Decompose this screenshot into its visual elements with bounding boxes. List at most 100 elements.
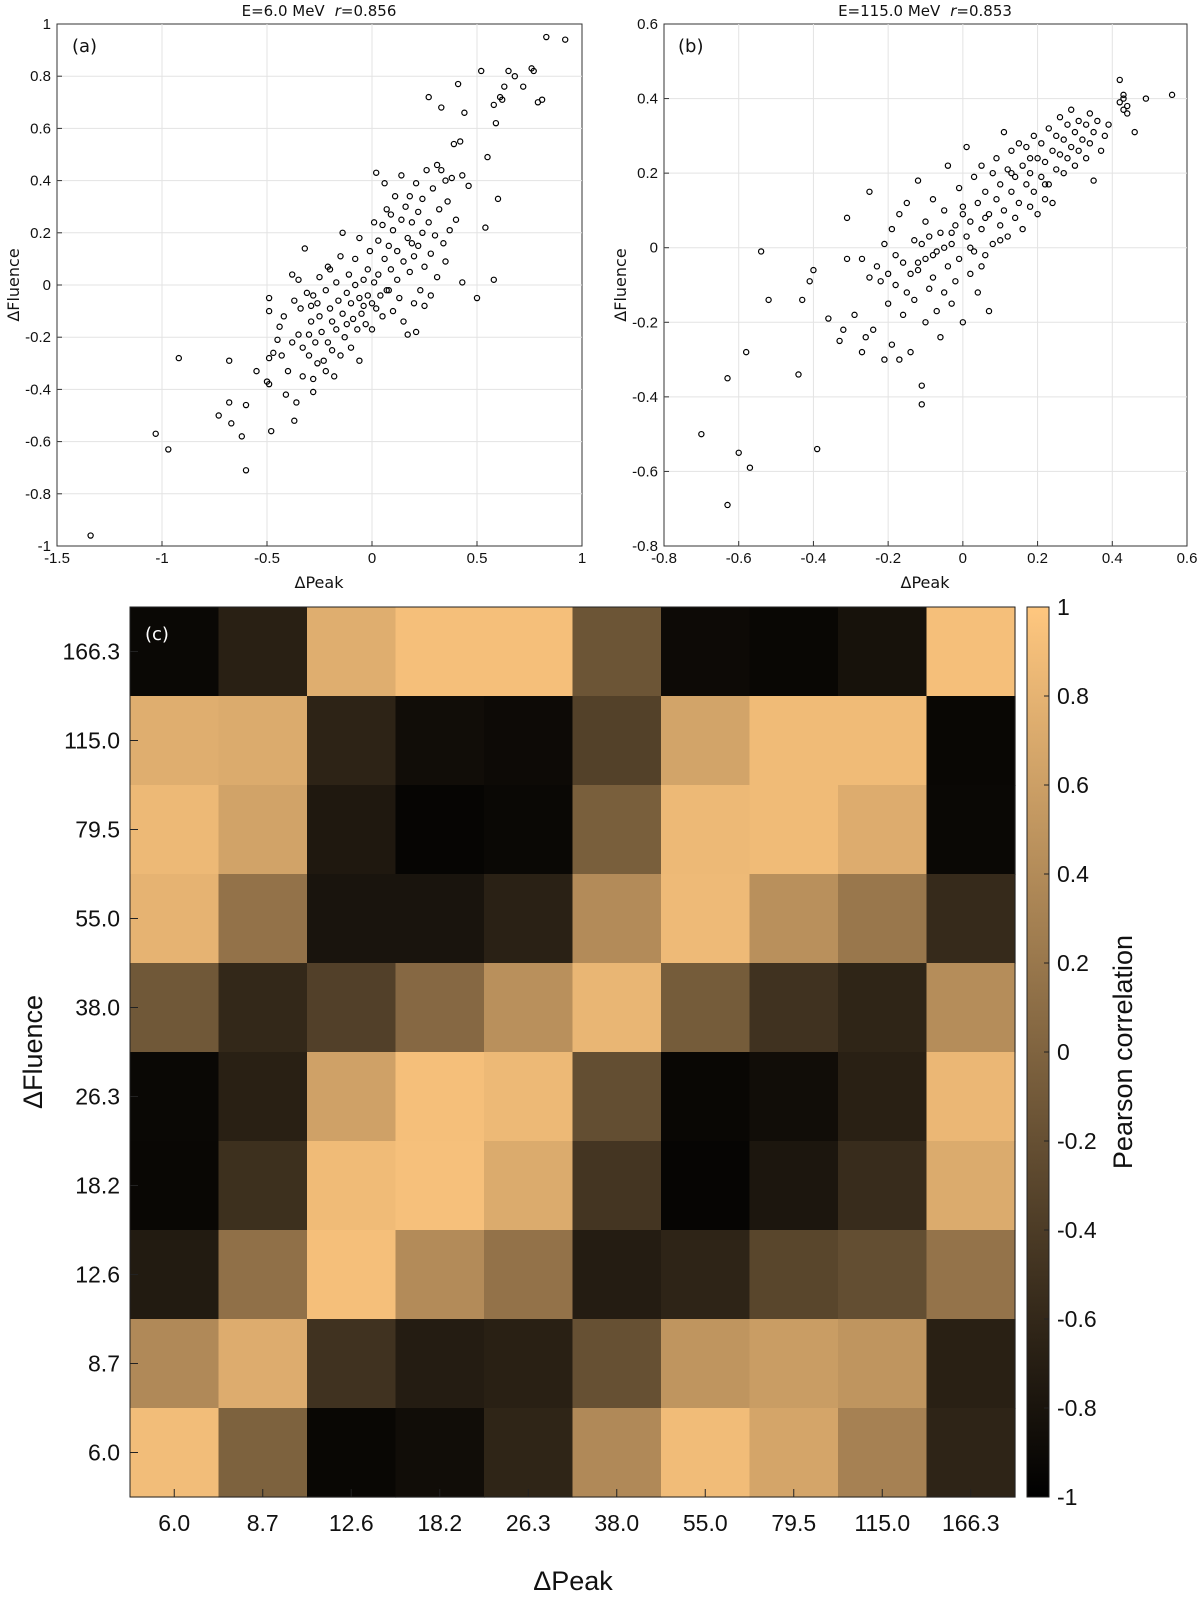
heatmap-xtick-label: 8.7 xyxy=(247,1510,279,1536)
colorbar-tick-label: 0.2 xyxy=(1057,950,1089,976)
panel-b-data-point xyxy=(1124,102,1131,110)
panel-b-data-point xyxy=(851,311,858,319)
heatmap-cell xyxy=(218,1408,308,1498)
panel-a-data-point xyxy=(450,140,458,148)
heatmap-cell xyxy=(926,1141,1016,1231)
panel-a-data-point xyxy=(215,412,222,419)
heatmap-cell xyxy=(484,874,574,964)
panel-a-data-point xyxy=(412,328,420,336)
panel-a-data-point xyxy=(429,185,437,192)
panel-a-data-point xyxy=(175,354,182,362)
panel-a-data-point xyxy=(370,279,378,286)
panel-a-xtick-label: -1 xyxy=(155,550,168,567)
panel-a-data-point xyxy=(270,349,277,357)
panel-b-data-point xyxy=(1019,225,1026,233)
panel-a-data-point xyxy=(291,297,298,304)
heatmap-cell xyxy=(395,607,485,697)
panel-b-data-point xyxy=(1120,91,1127,99)
panel-b-data-point xyxy=(1071,162,1079,169)
panel-b-data-point xyxy=(1011,173,1019,181)
panel-b-data-point xyxy=(918,382,925,389)
heatmap-cell xyxy=(749,1319,839,1409)
panel-a-data-point xyxy=(387,211,395,218)
panel-b-ytick-label: -0.4 xyxy=(632,389,658,406)
heatmap-cell xyxy=(926,1319,1016,1409)
panel-b-xtick-label: -0.6 xyxy=(726,550,752,567)
heatmap-frame xyxy=(129,606,1016,1498)
panel-b-data-point xyxy=(955,255,963,263)
panel-b-data-point xyxy=(1030,188,1038,195)
panel-a-data-point xyxy=(385,242,392,250)
panel-b-label: (b) xyxy=(678,36,703,57)
scatter-panel-b: -0.8 -0.6 -0.4 -0.2 0 0.2 0.4 0.6 -0.8 -0.6 -0.4 -0… xyxy=(611,2,1197,592)
heatmap-ytick-label: 166.3 xyxy=(62,639,120,665)
heatmap-cell xyxy=(130,874,220,964)
heatmap-cell xyxy=(572,1230,662,1320)
panel-a-data-point xyxy=(312,339,319,346)
panel-a-data-point xyxy=(383,287,390,294)
panel-b-data-point xyxy=(1075,147,1082,154)
panel-a-data-point xyxy=(412,180,420,187)
panel-b-data-point xyxy=(858,255,866,263)
panel-a-data-point xyxy=(410,300,418,307)
panel-b-data-point xyxy=(1049,199,1056,207)
panel-a-data-point xyxy=(391,193,399,200)
panel-a-data-point xyxy=(419,195,426,203)
panel-b-data-point xyxy=(1124,110,1131,117)
panel-a-data-point xyxy=(404,234,411,242)
colorbar-tick-label: -0.4 xyxy=(1057,1217,1097,1243)
heatmap-cell xyxy=(307,607,397,697)
heatmap-xtick-label: 166.3 xyxy=(942,1510,1000,1536)
panel-a-label: (a) xyxy=(72,36,97,57)
panel-a-data-point xyxy=(297,305,304,312)
panel-a-data-point xyxy=(242,467,250,474)
panel-a-data-point xyxy=(364,266,371,273)
panel-b-ytick-label: 0.6 xyxy=(637,16,658,33)
colorbar-ticks: 1 0.8 0.6 0.4 0.2 0 -0.2 -0.4 -0.6 -0.8 -1 xyxy=(1044,594,1097,1510)
panel-a-data-point xyxy=(295,331,302,338)
panel-a-data-point xyxy=(394,247,401,255)
heatmap-cell xyxy=(926,607,1016,697)
heatmap-cell xyxy=(395,1141,485,1231)
heatmap-ytick-label: 38.0 xyxy=(75,995,120,1021)
heatmap-cell xyxy=(218,874,308,964)
panel-a-title: E=6.0 MeV r=0.856 xyxy=(242,2,397,20)
panel-b-data-point xyxy=(813,445,821,453)
colorbar-tick-label: -0.8 xyxy=(1057,1395,1097,1421)
heatmap-cell xyxy=(661,963,751,1053)
heatmap-cell xyxy=(395,1230,485,1320)
panel-a-data-point xyxy=(492,119,500,127)
panel-a-data-point xyxy=(238,433,245,440)
panel-a-ytick-label: 0.8 xyxy=(30,68,51,85)
panel-a-data-point xyxy=(454,80,462,88)
panel-b-data-point xyxy=(1008,147,1015,154)
panel-a-data-point xyxy=(299,344,306,351)
panel-a-ytick-label: -0.6 xyxy=(25,434,51,451)
panel-a-data-point xyxy=(494,195,502,203)
heatmap-cell xyxy=(484,963,574,1053)
panel-a-data-point xyxy=(345,271,353,278)
panel-b-data-point xyxy=(1041,196,1049,203)
heatmap-ytick-label: 12.6 xyxy=(75,1262,120,1288)
panel-a-ticks: -1.5 -1 -0.5 0 0.5 1-1-0.8-0.6-0.4-0.200.20.4… xyxy=(25,16,586,567)
panel-b-data-point xyxy=(955,184,963,192)
panel-b-data-point xyxy=(888,341,896,348)
panel-a-data-point xyxy=(337,352,344,359)
heatmap-cell xyxy=(218,607,308,697)
panel-a-data-point xyxy=(368,326,376,333)
heatmap-ylabel: ΔFluence xyxy=(18,995,48,1109)
panel-b-data-point xyxy=(724,375,731,382)
panel-b-data-point xyxy=(810,266,817,274)
panel-b-ytick-label: 0 xyxy=(650,240,658,257)
heatmap-xtick-label: 26.3 xyxy=(506,1510,551,1536)
panel-b-data-point xyxy=(944,263,952,270)
heatmap-cell xyxy=(838,607,928,697)
panel-b-data-point xyxy=(870,326,877,333)
heatmap-cell xyxy=(749,874,839,964)
heatmap-cell xyxy=(661,1052,751,1142)
panel-b-data-point xyxy=(1008,169,1015,177)
colorbar-tick-label: -0.6 xyxy=(1057,1306,1097,1332)
heatmap-cell xyxy=(572,963,662,1053)
panel-a-data-point xyxy=(316,313,323,320)
heatmap-cell xyxy=(661,1141,751,1231)
